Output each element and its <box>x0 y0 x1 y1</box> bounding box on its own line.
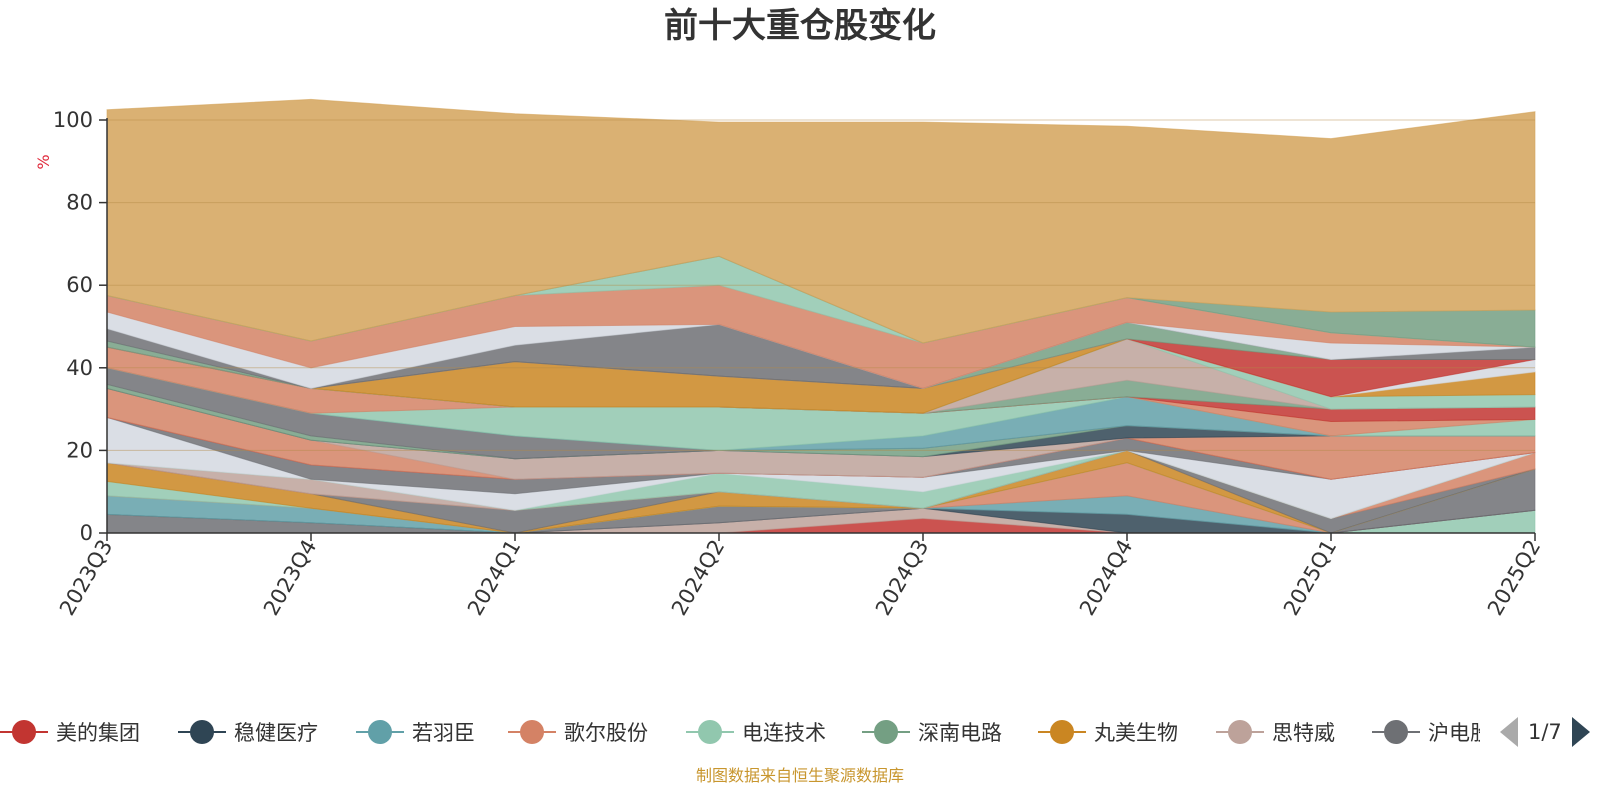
stacked-area-chart: 0 20 40 60 80 100 2023Q3 2023Q4 2024Q1 2024Q2 2024… <box>34 98 1545 620</box>
y-tick-label: 60 <box>66 273 93 297</box>
legend-marker-icon <box>1372 712 1420 752</box>
legend-item[interactable]: 深南电路 <box>862 712 1002 752</box>
legend-label: 若羽臣 <box>412 721 475 745</box>
legend-item[interactable]: 沪电股份 <box>1372 712 1480 752</box>
y-tick-label: 80 <box>66 191 93 215</box>
series-areas <box>106 98 1536 534</box>
x-tick-label: 2023Q3 <box>55 536 117 620</box>
source-note: 制图数据来自恒生聚源数据库 <box>695 766 904 785</box>
legend-marker-icon <box>686 712 734 752</box>
x-tick-label: 2024Q3 <box>871 536 933 620</box>
legend-page-indicator: 1/7 <box>1528 720 1562 744</box>
legend-pager: 1/7 <box>1500 712 1590 752</box>
series-area-38 <box>106 98 1536 344</box>
legend-marker-icon <box>508 712 556 752</box>
legend-item[interactable]: 思特威 <box>1216 712 1335 752</box>
legend-label: 电连技术 <box>742 721 826 745</box>
legend-marker-icon <box>1216 712 1264 752</box>
x-tick-label: 2024Q4 <box>1075 536 1137 620</box>
chart-title: 前十大重仓股变化 <box>664 6 936 46</box>
y-tick-label: 100 <box>53 108 93 132</box>
legend-prev-page-button[interactable] <box>1500 717 1518 747</box>
legend-item[interactable]: 歌尔股份 <box>508 712 648 752</box>
legend-item[interactable]: 美的集团 <box>0 712 140 752</box>
legend-label: 歌尔股份 <box>564 721 648 745</box>
legend-label: 深南电路 <box>918 721 1002 745</box>
y-tick-label: 40 <box>66 356 93 380</box>
legend-label: 丸美生物 <box>1094 721 1178 745</box>
legend-item[interactable]: 丸美生物 <box>1038 712 1178 752</box>
legend-marker-icon <box>862 712 910 752</box>
x-tick-label: 2024Q2 <box>667 536 729 620</box>
legend-label: 沪电股份 <box>1428 721 1480 745</box>
y-axis-unit-label: % <box>34 154 53 169</box>
legend-marker-icon <box>356 712 404 752</box>
legend-label: 美的集团 <box>56 721 140 745</box>
legend-item[interactable]: 稳健医疗 <box>178 712 318 752</box>
legend-label: 稳健医疗 <box>234 721 318 745</box>
legend-marker-icon <box>178 712 226 752</box>
legend-label: 思特威 <box>1272 721 1335 745</box>
x-tick-label: 2023Q4 <box>259 536 321 620</box>
legend-marker-icon <box>1038 712 1086 752</box>
y-tick-label: 0 <box>80 521 93 545</box>
legend-item[interactable]: 若羽臣 <box>356 712 475 752</box>
legend-next-page-button[interactable] <box>1571 717 1590 747</box>
x-tick-label: 2024Q1 <box>463 536 525 620</box>
x-tick-label: 2025Q2 <box>1483 536 1545 620</box>
legend: 美的集团 稳健医疗 若羽臣 歌尔股份 电连技术 深南电路 丸美生物 思特威 沪电股份 <box>0 712 1480 752</box>
x-tick-label: 2025Q1 <box>1279 536 1341 620</box>
y-tick-label: 20 <box>66 438 93 462</box>
legend-item[interactable]: 电连技术 <box>686 712 826 752</box>
legend-marker-icon <box>0 712 48 752</box>
